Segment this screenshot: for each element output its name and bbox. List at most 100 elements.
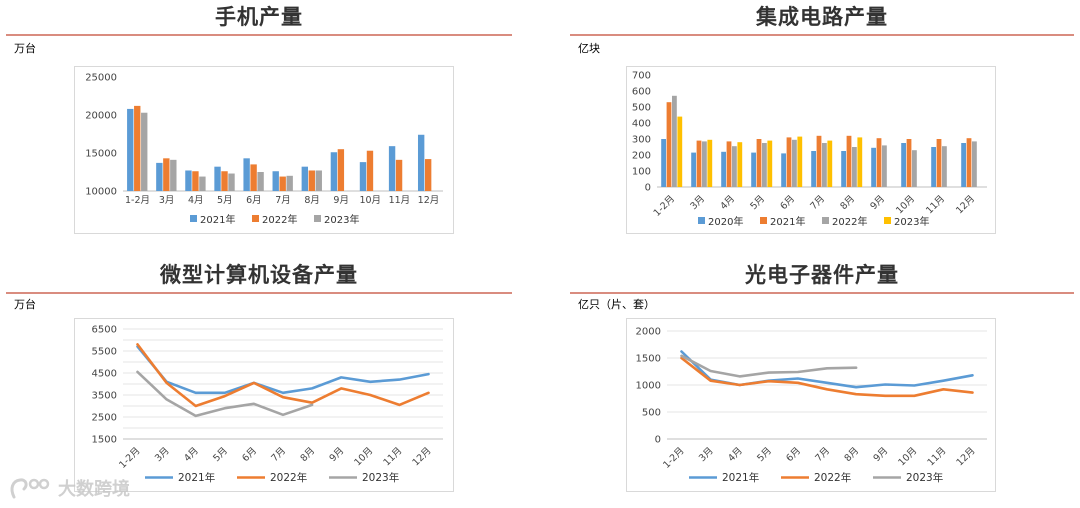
legend-swatch (822, 217, 829, 224)
bar (846, 135, 852, 187)
bar (666, 102, 672, 187)
bar (936, 139, 942, 187)
bar (214, 166, 221, 191)
chart-microcomputer-output: 1500 2500 3500 4500 5500 6500 1-2月 3月 4月 5月 6月 7月 8月… (92, 325, 443, 484)
x-tick-label: 5月 (748, 193, 767, 212)
x-tick-label: 6月 (240, 445, 259, 464)
legend-swatch (190, 215, 197, 222)
x-tick-label: 3月 (153, 445, 172, 464)
bar (876, 138, 882, 187)
y-tick-label: 1000 (636, 381, 661, 392)
x-tick-label: 1-2月 (661, 445, 686, 470)
x-tick-label: 8月 (304, 195, 320, 206)
chart-optoelectronic-output: 0 500 1000 1500 2000 1-2月 3月 4月 5月 6月 7月 8月 9月 10月 11月… (636, 327, 987, 484)
legend-label: 2021年 (178, 471, 215, 484)
legend-swatch (314, 215, 321, 222)
x-tick-label: 4月 (726, 445, 745, 464)
bar (857, 137, 863, 187)
y-tick-label: 300 (632, 135, 651, 146)
x-tick-label: 4月 (188, 195, 204, 206)
bar (972, 141, 977, 187)
y-tick-label: 10000 (85, 187, 117, 198)
x-tick-label: 5月 (755, 445, 774, 464)
logo-mark-icon (10, 478, 50, 499)
bar (424, 159, 432, 191)
bar (912, 150, 917, 187)
panel-title: 手机产量 (6, 0, 512, 36)
x-tick-label: 1-2月 (117, 445, 142, 470)
legend-label: 2022年 (262, 213, 297, 226)
bar (696, 140, 702, 187)
bar (156, 162, 163, 191)
y-tick-label: 500 (632, 103, 651, 114)
bar (816, 135, 822, 187)
chart-box: 1500 2500 3500 4500 5500 6500 1-2月 3月 4月 5月 6月 7月 8月… (74, 318, 454, 492)
y-tick-label: 700 (632, 71, 651, 82)
panel-title: 微型计算机设备产量 (6, 258, 512, 294)
x-tick-label: 11月 (924, 193, 947, 216)
panel-title: 集成电路产量 (570, 0, 1074, 36)
panel-phone-output: 手机产量 万台 10000 15000 20000 25000 1-2月 3月 4月 5月 6月… (6, 0, 512, 250)
bar (228, 173, 235, 191)
legend-label: 2023年 (906, 471, 943, 484)
bar (827, 140, 833, 187)
x-tick-label: 8月 (298, 445, 317, 464)
legend-label: 2023年 (894, 215, 929, 228)
x-tick-label: 3月 (159, 195, 175, 206)
bar (185, 170, 192, 191)
bar (691, 152, 696, 187)
x-tick-label: 9月 (333, 195, 349, 206)
unit-label: 万台 (14, 298, 36, 311)
bar (797, 136, 803, 187)
x-tick-label: 9月 (868, 193, 887, 212)
bar (737, 142, 743, 187)
bar (931, 147, 936, 187)
x-tick-label: 12月 (954, 193, 977, 216)
x-tick-label: 12月 (418, 195, 440, 206)
bar (134, 105, 141, 191)
bar (901, 143, 906, 187)
x-tick-label: 5月 (211, 445, 230, 464)
x-tick-label: 6月 (784, 445, 803, 464)
legend-label: 2023年 (324, 213, 359, 226)
y-tick-label: 4500 (92, 369, 117, 380)
bar (732, 146, 737, 187)
bar (781, 153, 786, 187)
panel-title: 光电子器件产量 (570, 258, 1074, 294)
watermark-text: 大数跨境 (58, 479, 130, 500)
bar (871, 147, 876, 187)
x-tick-label: 11月 (389, 195, 411, 206)
bar (677, 116, 683, 187)
x-tick-label: 3月 (688, 193, 707, 212)
watermark: 大数跨境 (8, 474, 130, 502)
y-tick-label: 2000 (636, 327, 661, 338)
bar (301, 166, 308, 191)
bar (966, 138, 972, 187)
series-line (136, 345, 430, 395)
y-tick-label: 600 (632, 87, 651, 98)
bar (707, 139, 713, 187)
legend-label: 2020年 (708, 215, 743, 228)
x-tick-label: 1-2月 (125, 195, 150, 206)
bar (243, 158, 250, 191)
bar (315, 170, 322, 191)
bar (762, 143, 767, 187)
legend-label: 2021年 (770, 215, 805, 228)
y-tick-label: 20000 (85, 111, 117, 122)
y-tick-label: 500 (642, 408, 661, 419)
panel-microcomputer-output: 微型计算机设备产量 万台 1500 2500 3500 4500 5500 6500 1-2… (6, 258, 512, 508)
x-tick-label: 11月 (381, 445, 404, 468)
x-tick-label: 10月 (359, 195, 381, 206)
chart-box: 10000 15000 20000 25000 1-2月 3月 4月 5月 6月 7月 8月 9月 10… (74, 66, 454, 234)
bar (163, 158, 170, 191)
x-tick-label: 3月 (697, 445, 716, 464)
bar (337, 149, 345, 191)
series-line (680, 356, 974, 398)
bar (721, 151, 726, 187)
bar (388, 146, 396, 191)
y-tick-label: 15000 (85, 149, 117, 160)
bar (672, 95, 677, 187)
bar (141, 112, 148, 191)
y-tick-label: 200 (632, 151, 651, 162)
bar (395, 159, 403, 191)
